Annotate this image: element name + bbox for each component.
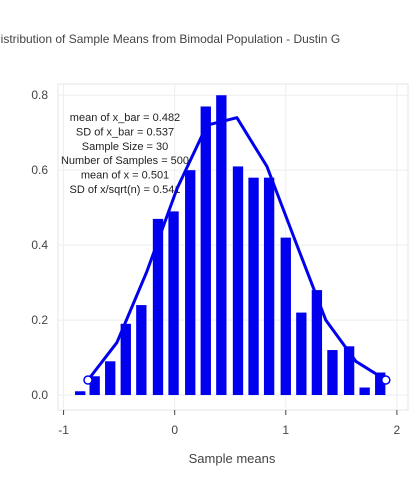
chart-title: Distribution of Sample Means from Bimoda… xyxy=(0,32,340,46)
histogram-bar xyxy=(75,391,86,396)
histogram-bar xyxy=(248,177,259,396)
x-tick-label: 1 xyxy=(282,423,289,437)
histogram-bar xyxy=(200,106,211,396)
stats-annotation: mean of x_bar = 0.482 SD of x_bar = 0.537… xyxy=(61,112,189,196)
curve-marker xyxy=(381,375,391,385)
histogram-bar xyxy=(105,361,116,396)
annotation-line: mean of x = 0.501 xyxy=(81,170,169,182)
histogram-bar xyxy=(185,170,196,396)
annotation-line: mean of x_bar = 0.482 xyxy=(70,112,180,124)
y-tick-label: 0.8 xyxy=(31,88,48,102)
histogram-bar xyxy=(168,211,179,396)
bars xyxy=(75,95,386,396)
histogram-bar xyxy=(232,166,244,396)
normal-curve-line xyxy=(86,116,387,382)
y-axis: 0.0 0.2 0.4 0.6 0.8 xyxy=(31,88,48,402)
histogram-bar xyxy=(280,237,291,396)
curve xyxy=(83,116,391,385)
x-tick-label: -1 xyxy=(58,423,69,437)
histogram-bar xyxy=(136,305,147,396)
histogram-bar xyxy=(375,372,386,396)
annotation-line: SD of x/sqrt(n) = 0.541 xyxy=(70,184,181,196)
y-tick-label: 0.0 xyxy=(31,388,48,402)
y-tick-label: 0.2 xyxy=(31,313,48,327)
x-axis: -1 0 1 2 xyxy=(58,410,401,437)
y-tick-label: 0.6 xyxy=(31,163,48,177)
histogram-bar xyxy=(311,290,323,396)
plot-frame xyxy=(57,83,409,411)
x-tick-label: 0 xyxy=(171,423,178,437)
histogram-bar xyxy=(327,350,338,396)
histogram-bar xyxy=(216,95,227,396)
annotation-line: Sample Size = 30 xyxy=(82,141,169,153)
histogram-bar xyxy=(296,312,307,396)
annotation-line: Number of Samples = 500 xyxy=(61,155,189,167)
annotation-line: SD of x_bar = 0.537 xyxy=(76,126,174,138)
histogram-bar xyxy=(120,323,131,396)
y-tick-label: 0.4 xyxy=(31,238,48,252)
histogram-bar xyxy=(359,387,370,396)
histogram-bar xyxy=(263,177,275,396)
histogram-bar xyxy=(152,218,164,396)
histogram-bar xyxy=(343,346,355,396)
x-tick-label: 2 xyxy=(394,423,401,437)
histogram-bar xyxy=(89,376,100,396)
x-axis-title: Sample means xyxy=(189,451,276,466)
curve-marker xyxy=(83,375,93,385)
